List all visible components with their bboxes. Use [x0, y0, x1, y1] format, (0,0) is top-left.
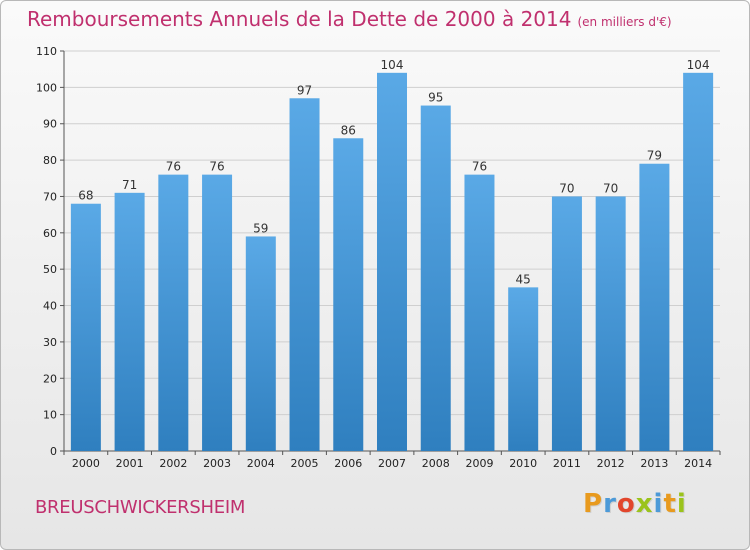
bar-2005	[289, 98, 320, 451]
x-tick-label: 2003	[203, 457, 231, 470]
x-tick-label: 2001	[116, 457, 144, 470]
x-tick-label: 2000	[72, 457, 100, 470]
commune-name: BREUSCHWICKERSHEIM	[35, 497, 246, 518]
y-tick-label: 110	[36, 45, 57, 58]
y-tick-label: 50	[43, 263, 57, 276]
chart-title: Remboursements Annuels de la Dette de 20…	[27, 7, 672, 31]
data-label-2004: 59	[253, 221, 268, 235]
bars	[70, 72, 714, 452]
x-tick-label: 2002	[159, 457, 187, 470]
y-tick-label: 100	[36, 81, 57, 94]
y-tick-label: 10	[43, 409, 57, 422]
data-label-2002: 76	[166, 160, 181, 174]
data-label-2003: 76	[209, 160, 224, 174]
y-tick-label: 70	[43, 190, 57, 203]
x-tick-label: 2014	[684, 457, 712, 470]
bar-2004	[245, 236, 276, 451]
data-label-2001: 71	[122, 178, 137, 192]
y-tick-label: 40	[43, 300, 57, 313]
y-tick-label: 0	[50, 445, 57, 458]
logo-letter: t	[663, 489, 677, 519]
logo-letter: P	[583, 489, 604, 519]
y-tick-label: 20	[43, 372, 57, 385]
y-tick-label: 30	[43, 336, 57, 349]
x-tick-label: 2008	[422, 457, 450, 470]
logo-letter: o	[616, 489, 636, 519]
bar-2007	[377, 72, 407, 452]
y-tick-label: 60	[43, 227, 57, 240]
x-tick-label: 2013	[640, 457, 668, 470]
bar-2011	[551, 196, 582, 451]
data-label-2006: 86	[341, 123, 356, 137]
chart-title-main: Remboursements Annuels de la Dette de 20…	[27, 7, 572, 31]
x-tick-label: 2004	[247, 457, 275, 470]
data-label-2008: 95	[428, 91, 443, 105]
x-tick-label: 2009	[465, 457, 493, 470]
bar-2003	[202, 174, 233, 452]
logo-letter: i	[653, 489, 664, 519]
bar-2008	[420, 105, 451, 451]
data-label-2014: 104	[687, 58, 710, 72]
x-tick-label: 2006	[334, 457, 362, 470]
bar-2014	[683, 72, 714, 452]
x-tick-label: 2012	[597, 457, 625, 470]
bar-2002	[158, 174, 189, 452]
bar-2000	[70, 203, 101, 451]
data-label-2012: 70	[603, 181, 618, 195]
x-tick-label: 2007	[378, 457, 406, 470]
bar-2013	[639, 163, 670, 451]
bar-2010	[508, 287, 539, 451]
labels: 0 10 20 30 40 50 60 70 80 90 100 110 2000 68 2001 71 200…	[36, 45, 712, 470]
x-tick-label: 2005	[291, 457, 319, 470]
data-label-2009: 76	[472, 160, 487, 174]
bar-2001	[114, 192, 145, 451]
data-label-2000: 68	[78, 189, 93, 203]
bar-2006	[333, 138, 364, 452]
proxiti-logo: Proxiti	[583, 489, 687, 519]
data-label-2013: 79	[647, 149, 662, 163]
logo-letter: r	[603, 489, 617, 519]
x-tick-label: 2011	[553, 457, 581, 470]
data-label-2011: 70	[559, 181, 574, 195]
logo-letter: i	[676, 489, 687, 519]
x-tick-label: 2010	[509, 457, 537, 470]
bar-2009	[464, 174, 495, 452]
y-tick-label: 80	[43, 154, 57, 167]
data-label-2010: 45	[516, 272, 531, 286]
logo-letter: x	[635, 489, 654, 519]
data-label-2005: 97	[297, 83, 312, 97]
chart-title-unit: (en milliers d'€)	[577, 15, 672, 29]
y-tick-label: 90	[43, 118, 57, 131]
bar-2012	[595, 196, 626, 451]
data-label-2007: 104	[381, 58, 404, 72]
